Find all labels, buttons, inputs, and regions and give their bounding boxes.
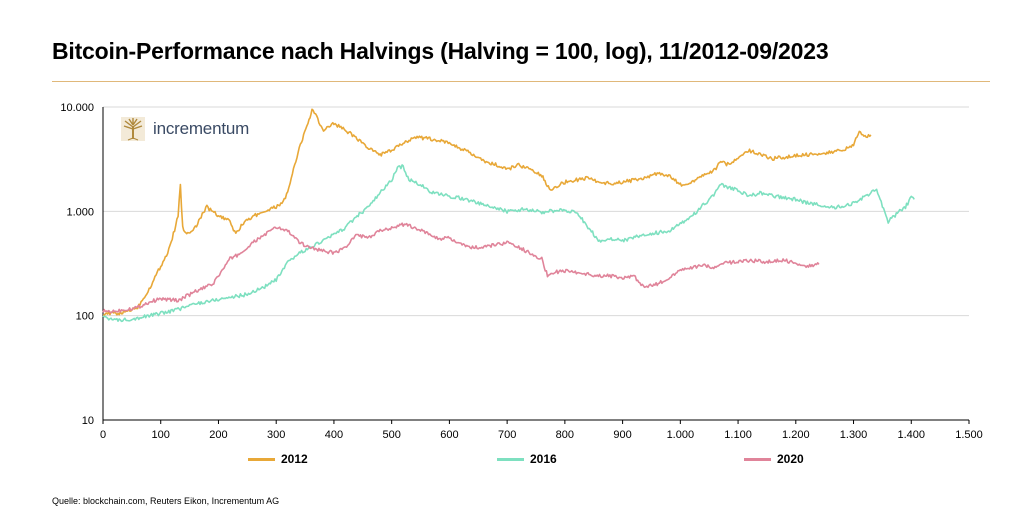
x-tick-label: 800 (556, 429, 574, 441)
x-tick-label: 1.500 (955, 429, 983, 441)
series-line-2016 (102, 164, 915, 323)
chart-title: Bitcoin-Performance nach Halvings (Halvi… (52, 38, 829, 64)
y-tick-label: 100 (76, 311, 94, 323)
incrementum-logo: incrementum (121, 117, 249, 141)
y-tick-label: 1.000 (66, 206, 94, 218)
y-tick-label: 10 (82, 415, 94, 427)
x-tick-label: 200 (209, 429, 227, 441)
x-tick-label: 700 (498, 429, 516, 441)
series-line-2020 (102, 222, 820, 314)
x-tick-label: 600 (440, 429, 458, 441)
x-tick-label: 400 (325, 429, 343, 441)
legend-item-2012: 2012 (248, 452, 308, 466)
axes (102, 107, 970, 424)
x-tick-label: 0 (100, 429, 106, 441)
tick-labels: 10 100 1.000 10.000 0 100 200 300 400 500 600 700 80… (60, 102, 982, 441)
legend-item-2020: 2020 (744, 452, 804, 466)
x-tick-label: 100 (152, 429, 170, 441)
legend-swatch-2016 (497, 457, 524, 461)
series-line-2012 (102, 108, 872, 317)
y-tick-label: 10.000 (60, 102, 94, 114)
logo-wordmark: incrementum (153, 119, 250, 138)
legend-swatch-2020 (744, 457, 771, 461)
source-note: Quelle: blockchain.com, Reuters Eikon, I… (52, 496, 280, 506)
x-tick-label: 1.000 (667, 429, 695, 441)
tree-logo-icon (121, 117, 145, 141)
x-tick-label: 1.200 (782, 429, 810, 441)
x-tick-label: 300 (267, 429, 285, 441)
title-divider (52, 81, 990, 82)
x-tick-label: 1.100 (724, 429, 752, 441)
legend-label-2012: 2012 (281, 452, 308, 466)
legend-item-2016: 2016 (497, 452, 557, 466)
x-tick-label: 1.400 (898, 429, 926, 441)
x-tick-label: 500 (382, 429, 400, 441)
legend-swatch-2012 (248, 457, 275, 461)
x-tick-label: 1.300 (840, 429, 868, 441)
series-lines (102, 108, 915, 323)
legend-label-2016: 2016 (530, 452, 557, 466)
legend-label-2020: 2020 (777, 452, 804, 466)
x-tick-label: 900 (613, 429, 631, 441)
